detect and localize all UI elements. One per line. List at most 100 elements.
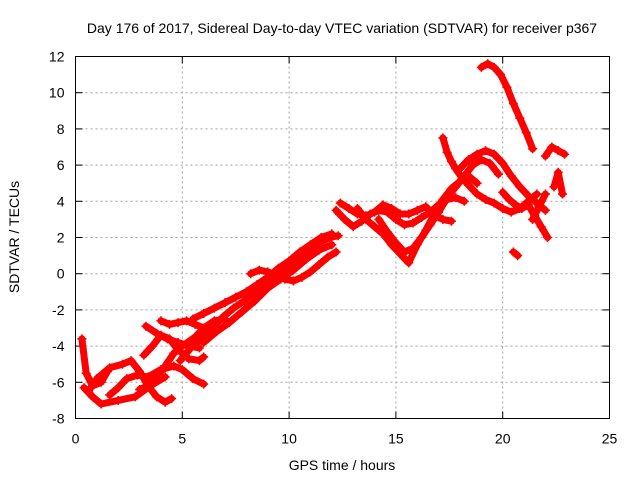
data-point (483, 59, 493, 69)
data-point (472, 178, 482, 188)
data-point (404, 258, 414, 268)
data-point (498, 204, 508, 214)
data-point (399, 247, 409, 257)
data-point (502, 82, 512, 92)
data-point (496, 70, 506, 80)
data-point (254, 265, 264, 275)
data-point (481, 146, 491, 156)
data-point (506, 207, 516, 217)
series-arc-19 (476, 59, 538, 154)
x-tick-label: 5 (178, 431, 186, 447)
data-point (316, 233, 326, 242)
series-trace (84, 357, 176, 406)
data-point (81, 368, 91, 378)
x-tick-label: 25 (602, 431, 618, 447)
data-point (457, 173, 467, 183)
y-tick-label: -2 (52, 302, 65, 318)
data-point (323, 252, 333, 262)
data-point (391, 238, 401, 248)
x-tick-labels: 0 5 10 15 20 25 (72, 431, 618, 447)
data-point (408, 218, 418, 228)
data-point (489, 198, 499, 208)
data-point (521, 128, 531, 138)
data-point (117, 359, 127, 369)
data-point (284, 256, 294, 266)
data-point (143, 381, 153, 391)
data-point (169, 348, 179, 358)
series-arc-7 (135, 323, 209, 395)
data-point (378, 200, 388, 210)
data-point (237, 307, 247, 317)
data-point (88, 392, 98, 402)
data-point (186, 343, 196, 353)
data-point (331, 205, 341, 215)
data-point (442, 147, 452, 157)
data-point (446, 156, 456, 166)
data-point (361, 214, 371, 224)
data-point (135, 385, 145, 395)
data-point (387, 204, 397, 214)
data-point (162, 334, 172, 344)
series-trace (499, 188, 552, 241)
data-point (152, 372, 162, 382)
data-point (344, 204, 354, 214)
data-point (246, 269, 256, 279)
data-point (335, 198, 345, 208)
data-point (540, 189, 550, 199)
data-point (489, 62, 499, 72)
data-point (412, 205, 422, 215)
y-tick-label: -4 (52, 338, 65, 354)
data-point (472, 189, 482, 199)
y-tick-label: 8 (57, 121, 65, 137)
data-point (175, 356, 185, 366)
data-point (560, 149, 570, 159)
data-point (273, 263, 283, 273)
data-point (156, 316, 166, 326)
data-point (199, 379, 209, 389)
data-point (455, 164, 465, 174)
data-point (105, 363, 115, 373)
series-arc-12 (246, 247, 341, 286)
x-tick-label: 10 (281, 431, 297, 447)
y-tick-label: -8 (52, 411, 65, 427)
data-point (540, 151, 550, 161)
data-point (301, 254, 311, 264)
series-arc-21 (528, 189, 550, 224)
data-point (534, 202, 544, 212)
data-point (199, 337, 209, 347)
data-point (399, 220, 409, 230)
data-point (241, 287, 251, 297)
data-point (472, 149, 482, 159)
data-point (288, 265, 298, 275)
data-point (370, 207, 380, 217)
data-point (152, 328, 162, 338)
data-point (493, 169, 503, 179)
data-point (374, 214, 384, 224)
data-point (451, 182, 461, 192)
data-point (314, 245, 324, 255)
data-point (209, 303, 219, 313)
data-point (239, 296, 249, 306)
grid (75, 56, 610, 419)
data-point (549, 182, 559, 192)
data-point (173, 318, 183, 328)
data-point (92, 374, 102, 384)
data-point (543, 233, 553, 242)
data-point (547, 142, 557, 152)
series-trace (176, 232, 342, 365)
data-point (498, 187, 508, 197)
data-point (132, 370, 142, 380)
data-point (263, 267, 273, 277)
data-point (523, 191, 533, 201)
data-point (188, 314, 198, 324)
series-arc-10 (188, 229, 337, 324)
data-point (558, 189, 568, 199)
data-point (250, 296, 260, 306)
series-trace (200, 241, 336, 346)
data-point (305, 240, 315, 250)
data-point (438, 133, 448, 143)
data-point (340, 214, 350, 224)
data-point (481, 194, 491, 204)
data-point (147, 341, 157, 351)
data-point (113, 383, 123, 393)
